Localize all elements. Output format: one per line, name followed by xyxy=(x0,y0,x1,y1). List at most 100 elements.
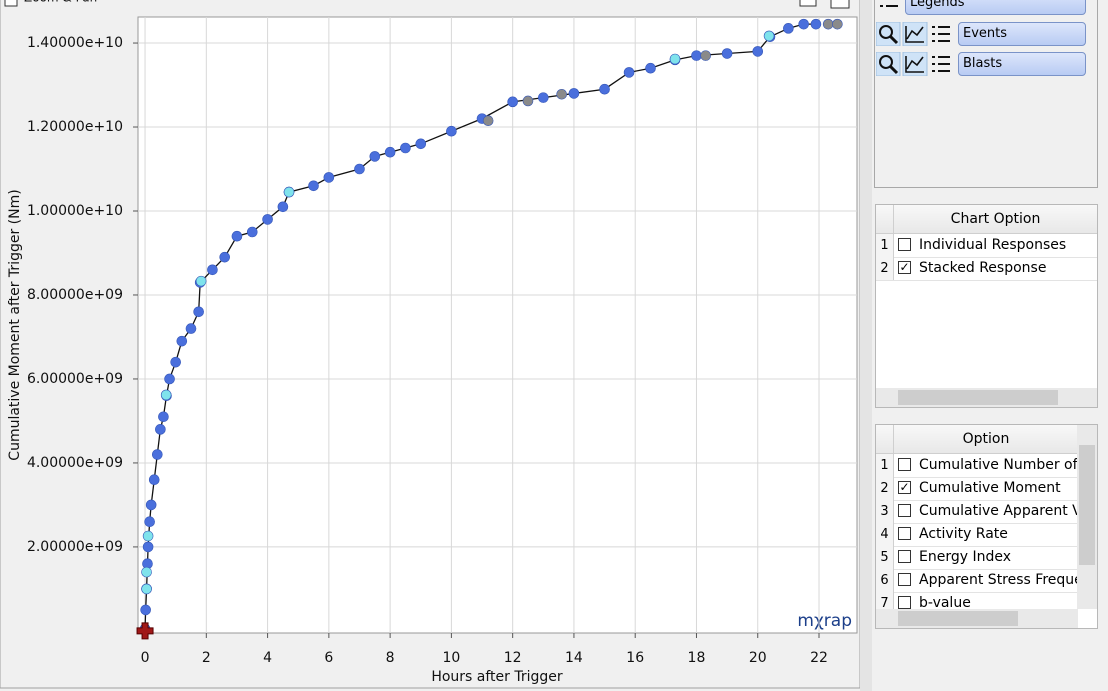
menu-button[interactable] xyxy=(830,0,850,9)
event-point[interactable] xyxy=(170,356,181,368)
checkbox[interactable] xyxy=(898,527,911,540)
event-point[interactable] xyxy=(645,62,656,74)
x-axis-title: Hours after Trigger xyxy=(431,669,563,685)
horizontal-scrollbar[interactable] xyxy=(876,388,1097,407)
event-point[interactable] xyxy=(219,251,230,263)
event-point[interactable] xyxy=(158,411,169,423)
table-header: Option xyxy=(894,425,1078,454)
checkbox[interactable] xyxy=(898,458,911,471)
event-point[interactable] xyxy=(142,530,154,542)
checkbox[interactable] xyxy=(898,504,911,517)
event-point[interactable] xyxy=(763,30,775,42)
event-point[interactable] xyxy=(507,96,518,108)
checkbox[interactable]: ✓ xyxy=(898,480,911,494)
event-point[interactable] xyxy=(231,230,243,242)
layer-icons[interactable] xyxy=(876,22,956,46)
layer-button[interactable]: Blasts xyxy=(958,52,1086,76)
layer-button[interactable]: Events xyxy=(958,22,1086,46)
zoom-checkbox[interactable] xyxy=(4,0,18,7)
event-point[interactable] xyxy=(691,50,702,61)
table-row[interactable]: 1 Individual Responses xyxy=(876,234,1097,258)
checkbox[interactable] xyxy=(898,550,911,563)
table-row[interactable]: 6 Apparent Stress Frequen xyxy=(876,569,1078,593)
event-point[interactable] xyxy=(262,214,273,225)
window-button[interactable] xyxy=(799,0,817,7)
event-point[interactable] xyxy=(193,306,204,318)
checkbox[interactable] xyxy=(898,596,911,609)
option-table: Option 1 Cumulative Number of 2 ✓ Cumulative … xyxy=(875,424,1098,629)
x-tick-label: 2 xyxy=(202,650,211,666)
event-point[interactable] xyxy=(151,449,163,460)
event-point[interactable] xyxy=(369,151,381,162)
event-point[interactable] xyxy=(246,226,258,238)
event-point[interactable] xyxy=(164,373,175,385)
table-corner xyxy=(876,425,894,454)
scroll-thumb[interactable] xyxy=(898,390,1058,405)
checkbox[interactable] xyxy=(898,238,911,251)
event-point[interactable] xyxy=(400,142,411,154)
event-point[interactable] xyxy=(277,201,289,213)
event-point[interactable] xyxy=(142,541,154,553)
event-point[interactable] xyxy=(323,172,335,183)
event-point[interactable] xyxy=(141,583,152,595)
event-point[interactable] xyxy=(185,323,197,334)
table-row[interactable]: 4 Activity Rate xyxy=(876,523,1078,547)
y-tick-label: 1.20000e+10 xyxy=(27,119,123,135)
legend-icon xyxy=(880,0,898,7)
horizontal-scrollbar[interactable] xyxy=(876,609,1078,628)
event-point[interactable] xyxy=(798,18,809,30)
event-point[interactable] xyxy=(599,83,610,95)
event-point[interactable] xyxy=(415,138,427,150)
event-point[interactable] xyxy=(568,88,580,99)
checkbox[interactable] xyxy=(898,573,911,586)
chart: Zoom & Pan Hours after Trigger Cumulativ… xyxy=(0,0,861,689)
scroll-thumb[interactable] xyxy=(898,611,1018,626)
event-point[interactable] xyxy=(669,53,681,65)
event-point[interactable] xyxy=(384,146,396,158)
trigger-marker xyxy=(136,622,154,640)
event-point[interactable] xyxy=(446,125,457,137)
event-point[interactable] xyxy=(195,275,207,287)
event-point[interactable] xyxy=(810,18,822,30)
event-point[interactable] xyxy=(283,186,295,198)
event-point[interactable] xyxy=(160,389,172,401)
checkbox[interactable]: ✓ xyxy=(898,260,911,274)
event-point[interactable] xyxy=(145,499,157,511)
x-tick-label: 4 xyxy=(263,650,272,666)
event-point[interactable] xyxy=(783,23,794,34)
event-point[interactable] xyxy=(752,46,764,57)
event-point[interactable] xyxy=(140,604,151,616)
scroll-thumb[interactable] xyxy=(1079,445,1095,565)
vertical-scrollbar[interactable] xyxy=(1077,425,1097,609)
event-point[interactable] xyxy=(148,474,160,486)
table-row[interactable]: 1 Cumulative Number of xyxy=(876,454,1078,478)
event-point[interactable] xyxy=(308,180,319,192)
event-point[interactable] xyxy=(354,163,365,175)
event-point[interactable] xyxy=(482,115,494,127)
x-tick-label: 18 xyxy=(688,650,706,666)
y-tick-label: 2.00000e+09 xyxy=(27,539,123,555)
x-tick-label: 10 xyxy=(442,650,460,666)
event-point[interactable] xyxy=(721,48,733,59)
event-point[interactable] xyxy=(700,50,711,61)
event-point[interactable] xyxy=(522,95,534,107)
event-point[interactable] xyxy=(144,516,155,528)
table-row[interactable]: 2 ✓ Cumulative Moment xyxy=(876,477,1078,501)
event-point[interactable] xyxy=(537,92,549,103)
event-point[interactable] xyxy=(556,88,567,100)
event-point[interactable] xyxy=(623,67,635,78)
table-row[interactable]: 5 Energy Index xyxy=(876,546,1078,570)
table-row[interactable]: 3 Cumulative Apparent Vo xyxy=(876,500,1078,524)
layer-button[interactable]: Legends xyxy=(905,0,1086,15)
event-point[interactable] xyxy=(832,18,843,30)
event-point[interactable] xyxy=(141,566,152,578)
event-point[interactable] xyxy=(822,18,834,30)
layer-icons[interactable] xyxy=(876,52,956,76)
splitter[interactable] xyxy=(860,0,872,691)
event-point[interactable] xyxy=(176,335,188,347)
table-row[interactable]: 2 ✓ Stacked Response xyxy=(876,257,1097,281)
event-point[interactable] xyxy=(207,264,218,276)
plot-area xyxy=(137,16,858,634)
event-point[interactable] xyxy=(155,424,166,435)
row-label: Energy Index xyxy=(919,549,1012,565)
